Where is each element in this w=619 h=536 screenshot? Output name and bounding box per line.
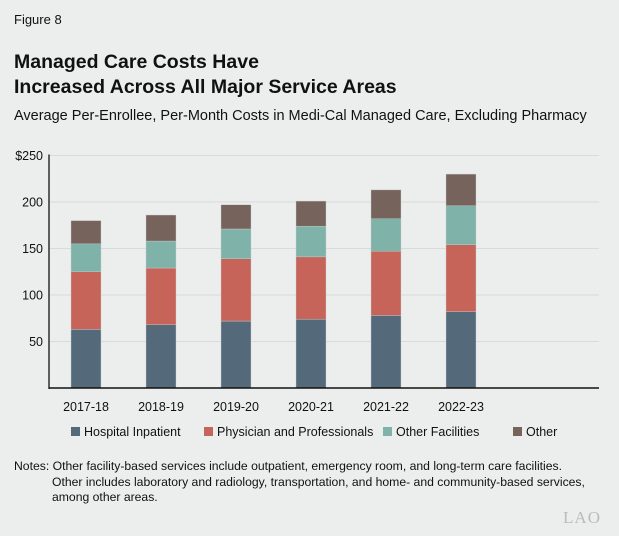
- legend-label: Hospital Inpatient: [84, 425, 181, 439]
- bar-segment-hospital-inpatient: [295, 318, 327, 389]
- bar-segment-hospital-inpatient: [70, 329, 102, 389]
- bar-segment-physician-and-professionals: [370, 251, 402, 316]
- legend-swatch: [383, 427, 392, 436]
- x-tick-label: 2021-22: [363, 400, 409, 414]
- legend-label: Physician and Professionals: [217, 425, 373, 439]
- legend-swatch: [513, 427, 522, 436]
- chart-subtitle: Average Per-Enrollee, Per-Month Costs in…: [14, 108, 587, 124]
- legend-label: Other: [526, 425, 557, 439]
- bar-segment-other-facilities: [70, 243, 102, 272]
- chart-title: Managed Care Costs Have Increased Across…: [14, 50, 574, 100]
- bar-segment-physician-and-professionals: [145, 267, 177, 325]
- bar-segment-other-facilities: [370, 218, 402, 252]
- bar-segment-other-facilities: [145, 240, 177, 269]
- x-tick-label: 2017-18: [63, 400, 109, 414]
- bar-segment-hospital-inpatient: [220, 320, 252, 389]
- notes: Notes: Other facility-based services inc…: [14, 459, 614, 506]
- bar-segment-other-facilities: [220, 228, 252, 259]
- notes-line-2: Other includes laboratory and radiology,…: [52, 474, 585, 505]
- bar-segment-physician-and-professionals: [70, 271, 102, 330]
- x-tick-label: 2022-23: [438, 400, 484, 414]
- figure-label: Figure 8: [14, 12, 62, 27]
- bar-segment-other-facilities: [295, 225, 327, 258]
- y-tick-label: $250: [15, 149, 43, 163]
- y-tick-label: 150: [22, 242, 43, 256]
- legend-swatch: [204, 427, 213, 436]
- bar-segment-other: [70, 220, 102, 245]
- y-tick-label: 200: [22, 196, 43, 210]
- bar-segment-other-facilities: [445, 205, 477, 245]
- title-line-1: Managed Care Costs Have: [14, 51, 259, 73]
- bar-segment-other: [145, 214, 177, 242]
- y-tick-label: 50: [29, 335, 43, 349]
- bar-segment-physician-and-professionals: [220, 258, 252, 322]
- x-tick-label: 2020-21: [288, 400, 334, 414]
- lao-logo: LAO: [563, 508, 601, 527]
- x-tick-label: 2018-19: [138, 400, 184, 414]
- notes-line-1: Notes: Other facility-based services inc…: [14, 459, 563, 473]
- bar-segment-other: [220, 204, 252, 230]
- y-tick-label: 100: [22, 289, 43, 303]
- bar-segment-other: [370, 189, 402, 219]
- legend-swatch: [71, 427, 80, 436]
- bar-segment-hospital-inpatient: [370, 315, 402, 389]
- legend-label: Other Facilities: [396, 425, 479, 439]
- bar-segment-physician-and-professionals: [445, 244, 477, 312]
- bar-segment-other: [295, 200, 327, 227]
- bar-segment-physician-and-professionals: [295, 256, 327, 320]
- x-tick-label: 2019-20: [213, 400, 259, 414]
- bar-segment-hospital-inpatient: [145, 324, 177, 389]
- title-line-2: Increased Across All Major Service Areas: [14, 76, 397, 98]
- bar-segment-hospital-inpatient: [445, 311, 477, 389]
- bar-segment-other: [445, 173, 477, 206]
